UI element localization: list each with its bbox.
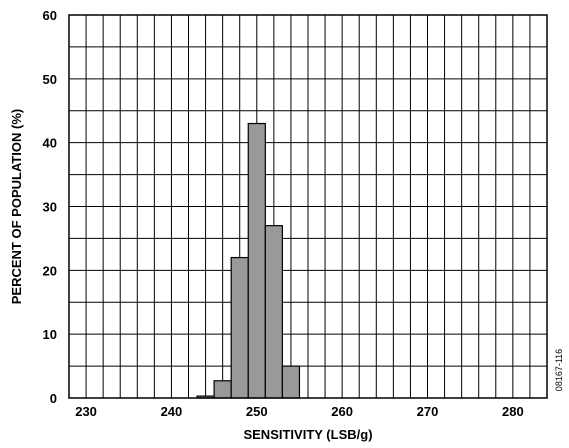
x-tick-label: 230 [75,404,97,419]
figure-id: 08167-116 [554,349,564,391]
x-tick-label: 260 [331,404,353,419]
grid-lines [69,15,547,398]
y-tick-label: 60 [43,8,57,23]
x-tick-label: 240 [161,404,183,419]
histogram-bar [213,380,232,399]
x-tick-label: 280 [502,404,524,419]
y-tick-label: 0 [50,391,57,406]
y-axis-label: PERCENT OF POPULATION (%) [9,109,24,304]
x-tick-labels: 230 240 250 260 270 280 [75,404,523,419]
y-tick-label: 40 [43,136,57,151]
plot-frame [68,14,548,399]
x-tick-label: 250 [246,404,268,419]
x-axis-label: SENSITIVITY (LSB/g) [243,427,372,442]
histogram-bars [196,122,301,399]
histogram-bar [247,122,266,399]
y-tick-labels: 0 10 20 30 40 50 60 [43,8,57,406]
y-tick-label: 10 [43,327,57,342]
histogram-bar [264,225,283,399]
histogram-bar [230,256,249,399]
y-tick-label: 50 [43,72,57,87]
y-tick-label: 30 [43,200,57,215]
y-tick-label: 20 [43,263,57,278]
histogram-bar [281,365,301,399]
x-tick-label: 270 [417,404,439,419]
